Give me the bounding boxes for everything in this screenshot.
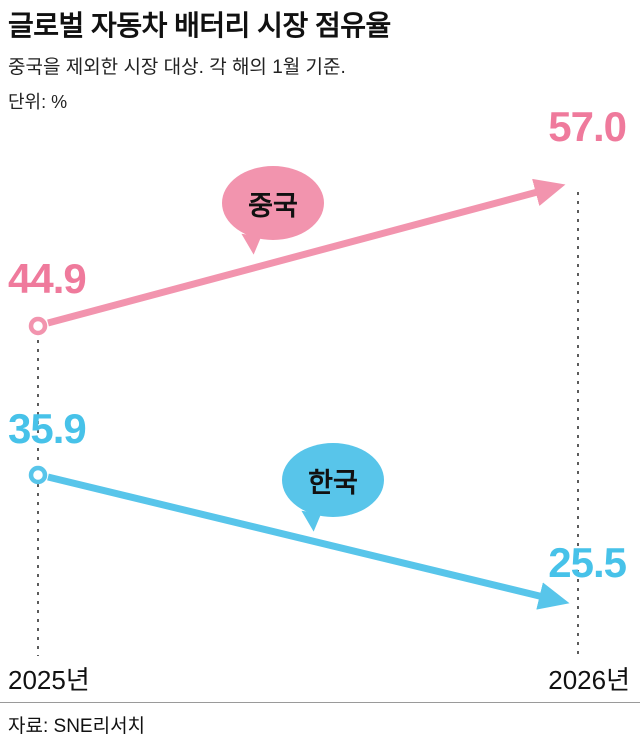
legend-bubble-china: 중국 <box>222 166 324 240</box>
footer-divider <box>0 702 640 703</box>
value-china-2026: 57.0 <box>548 103 627 150</box>
x-axis-label-2026: 2026년 <box>548 665 630 695</box>
korea-start-point <box>28 465 48 485</box>
legend-label-korea: 한국 <box>308 467 358 498</box>
legend-label-china: 중국 <box>248 190 298 221</box>
x-axis-label-2025: 2025년 <box>8 665 90 695</box>
legend-bubble-korea: 한국 <box>282 443 384 517</box>
value-korea-2026: 25.5 <box>548 539 627 586</box>
source-credit: 자료: SNE리서치 <box>8 716 146 737</box>
page-title: 글로벌 자동차 배터리 시장 점유율 <box>8 10 391 41</box>
china-start-point <box>28 316 48 336</box>
chart-subtitle: 중국을 제외한 시장 대상. 각 해의 1월 기준. <box>8 57 346 78</box>
value-korea-2025: 35.9 <box>8 405 87 452</box>
unit-label: 단위: % <box>8 92 68 112</box>
value-china-2025: 44.9 <box>8 255 87 302</box>
